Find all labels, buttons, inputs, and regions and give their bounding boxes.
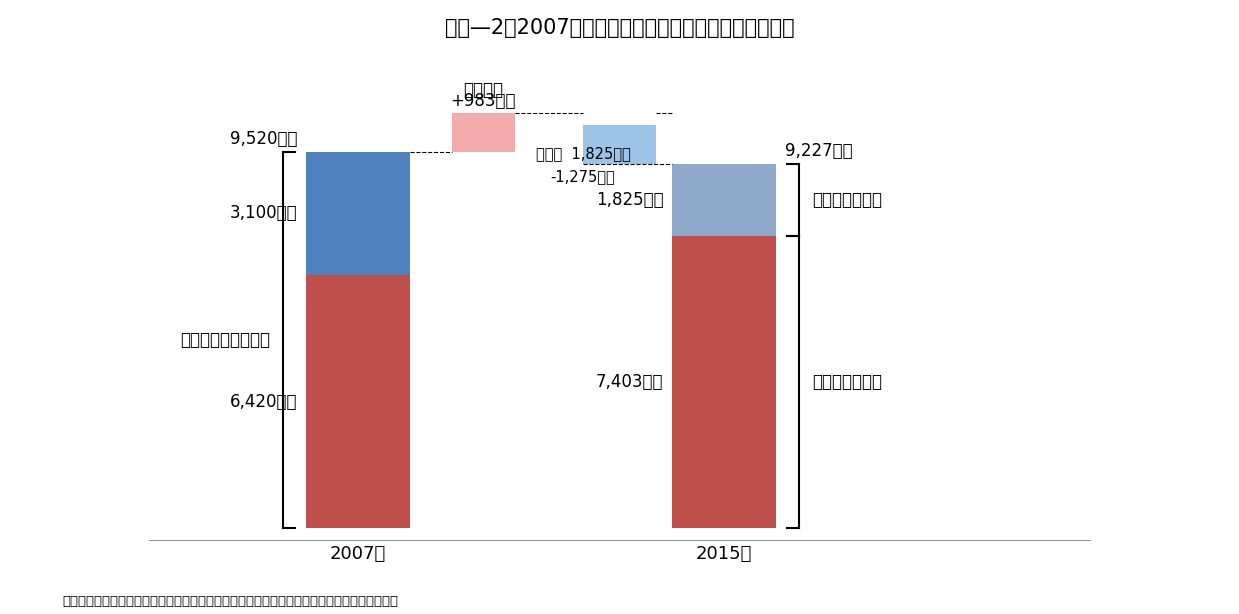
Bar [672, 163, 777, 236]
Text: 図表—2　2007年からの住宅ローン総支払額の変動要因: 図表—2 2007年からの住宅ローン総支払額の変動要因 [445, 18, 794, 39]
Bar [672, 236, 777, 529]
Text: -1,275万円: -1,275万円 [550, 169, 616, 184]
Bar [306, 274, 410, 529]
Text: 住宅ローン元本: 住宅ローン元本 [812, 373, 882, 391]
Text: 1,825万円: 1,825万円 [596, 190, 663, 209]
Text: 9,520万円: 9,520万円 [229, 130, 297, 148]
Text: +983万円: +983万円 [451, 92, 517, 110]
Bar [306, 152, 410, 274]
Text: 住宅ローン総支払額: 住宅ローン総支払額 [180, 331, 270, 349]
Text: 3,100万円: 3,100万円 [229, 204, 297, 222]
Text: 利息減  1,825万円: 利息減 1,825万円 [535, 147, 631, 161]
Text: 6,420万円: 6,420万円 [229, 392, 297, 411]
Text: 9,227万円: 9,227万円 [784, 142, 852, 160]
Bar [582, 125, 657, 163]
Text: 出所：不動産経済研究所、住宅金融支援機構、東京都のデータを基にニッセイ基礎研究所作成: 出所：不動産経済研究所、住宅金融支援機構、東京都のデータを基にニッセイ基礎研究所… [62, 595, 398, 608]
Text: 価格上昇: 価格上昇 [463, 81, 503, 99]
Text: 7,403万円: 7,403万円 [596, 373, 663, 391]
Bar [452, 113, 515, 152]
Text: 住宅ローン利息: 住宅ローン利息 [812, 190, 882, 209]
